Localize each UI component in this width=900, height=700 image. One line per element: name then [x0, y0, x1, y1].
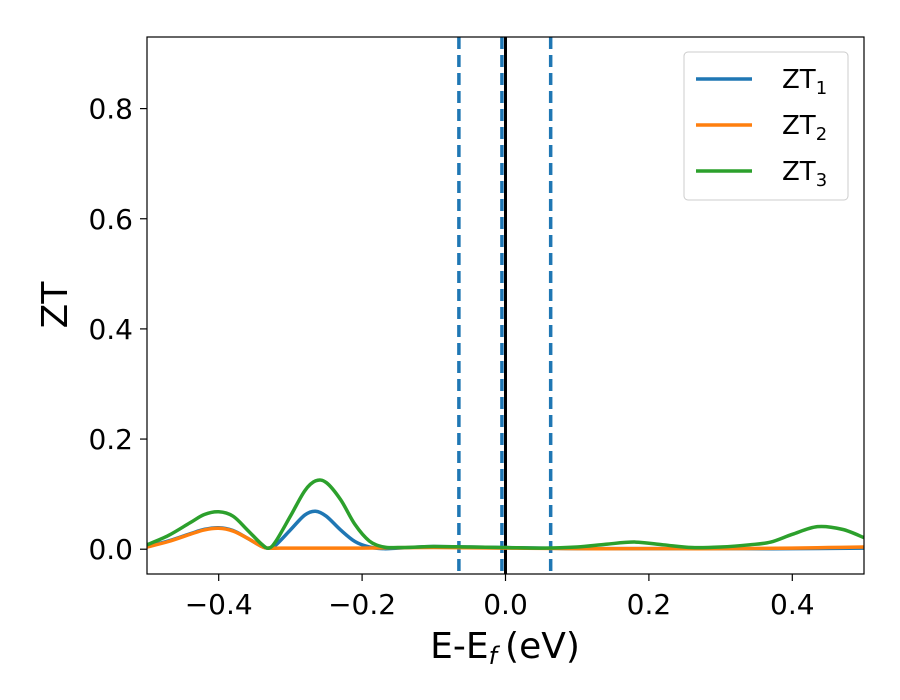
legend: ZT1 ZT2 ZT3 — [683, 51, 849, 201]
y-tick-label: 0.4 — [88, 313, 133, 346]
x-tick-label: −0.4 — [185, 588, 253, 621]
y-tick-label: 0.8 — [88, 93, 133, 126]
y-tick-label: 0.2 — [88, 423, 133, 456]
x-axis-label-unit: (eV) — [505, 626, 580, 667]
x-tick-label: 0.0 — [483, 588, 528, 621]
legend-label-zt1: ZT1 — [782, 65, 827, 99]
x-tick-label: 0.2 — [627, 588, 672, 621]
series-lines — [147, 478, 864, 551]
y-tick-label: 0.6 — [88, 203, 133, 236]
x-tick-label: 0.4 — [770, 588, 815, 621]
legend-label-zt3: ZT3 — [782, 157, 827, 191]
y-tick-label: 0.0 — [88, 533, 133, 566]
reference-lines — [457, 37, 553, 574]
y-axis: 0.0 0.2 0.4 0.6 0.8 — [88, 93, 147, 566]
x-axis: −0.4 −0.2 0.0 0.2 0.4 — [185, 574, 815, 621]
x-axis-label-subscript: f — [489, 642, 501, 670]
y-axis-label: ZT — [35, 281, 76, 329]
legend-label-zt2: ZT2 — [782, 111, 827, 145]
legend-box — [683, 51, 849, 201]
x-axis-label: E-Ef (eV) — [430, 626, 580, 670]
series-line-zt3 — [147, 478, 864, 550]
x-tick-label: −0.2 — [328, 588, 396, 621]
